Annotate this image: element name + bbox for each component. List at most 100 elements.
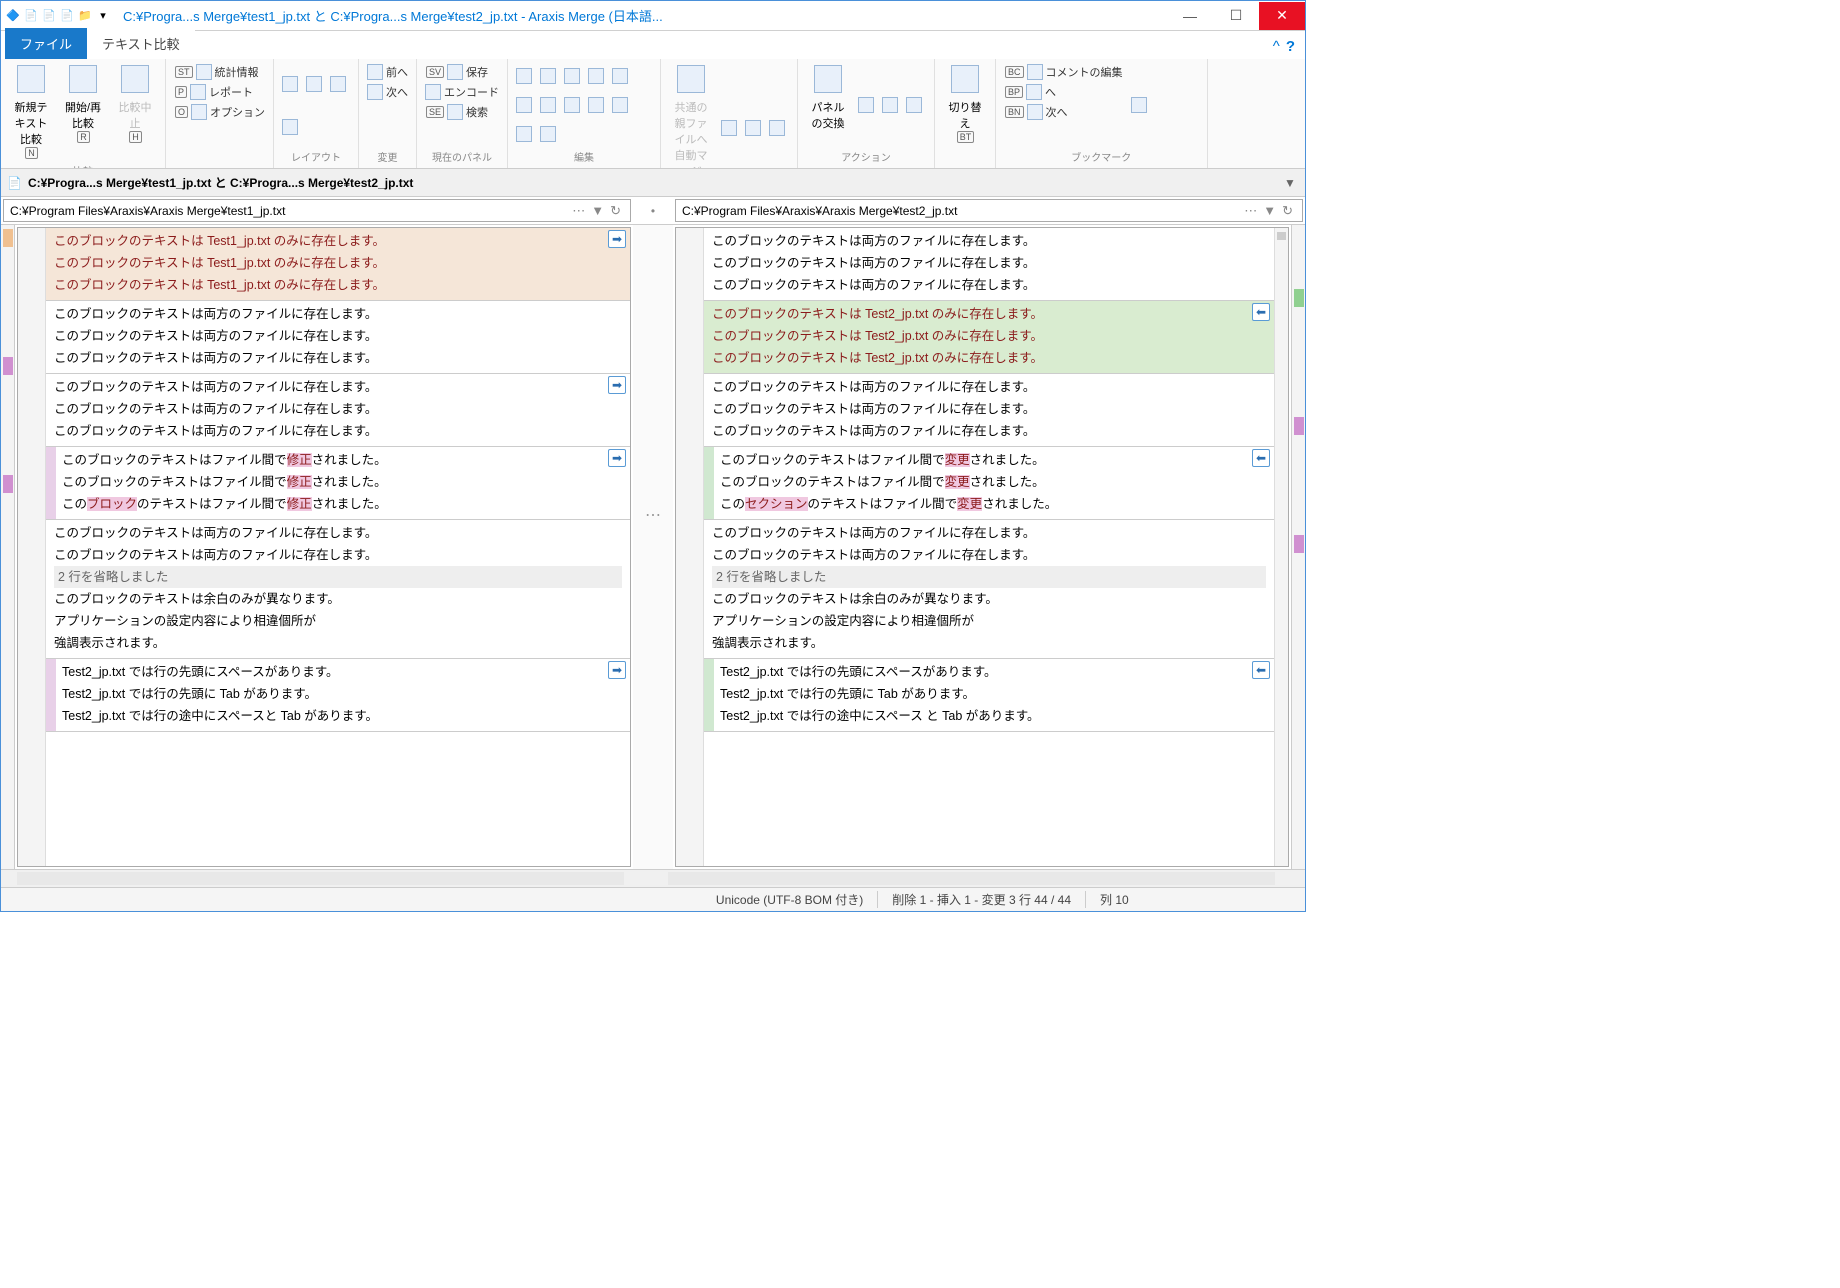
ribbon-item[interactable]: BN次へ [1002,103,1125,121]
left-more-icon[interactable]: ⋯ [569,203,588,219]
diff-line: このブロックのテキストは Test2_jp.txt のみに存在します。 [712,347,1266,369]
doc-tab-dropdown[interactable]: ▼ [1281,176,1299,190]
diff-block[interactable]: Test2_jp.txt では行の先頭にスペースがあります。Test2_jp.t… [46,659,630,732]
ribbon-icon[interactable] [610,63,632,90]
ribbon-item[interactable]: SV保存 [423,63,501,81]
ribbon-icon[interactable] [743,63,765,169]
ribbon-icon[interactable] [538,120,560,147]
ribbon-icon[interactable] [538,92,560,119]
ribbon-icon[interactable] [767,63,789,169]
ribbon-icon[interactable] [904,63,926,147]
ribbon-button[interactable]: 切り替えBT [941,63,989,162]
document-tab-title[interactable]: C:¥Progra...s Merge¥test1_jp.txt と C:¥Pr… [28,174,413,191]
ribbon-icon[interactable] [514,120,536,147]
ribbon-icon[interactable] [586,92,608,119]
ribbon-button[interactable]: 新規テキスト比較N [7,63,55,161]
ribbon-button[interactable]: パネルの交換 [804,63,852,147]
ribbon-icon[interactable] [562,92,584,119]
ribbon-icon[interactable] [538,63,560,90]
diff-line: このブロックのテキストはファイル間で修正されました。 [62,471,622,493]
qat-icon[interactable]: 🔷 [5,8,21,24]
merge-arrow-button[interactable]: ⬅ [1252,303,1270,321]
qat-new-icon[interactable]: 📄 [23,8,39,24]
ribbon-icon[interactable] [514,63,536,90]
ribbon-icon[interactable] [586,63,608,90]
qat-dropdown-icon[interactable]: ▾ [95,8,111,24]
ribbon-item[interactable]: 前へ [365,63,410,81]
omitted-lines[interactable]: 2 行を省略しました [712,566,1266,588]
diff-block[interactable]: このブロックのテキストは Test2_jp.txt のみに存在します。このブロッ… [704,301,1274,374]
ribbon-item[interactable]: SE検索 [423,103,501,121]
ribbon-icon[interactable] [304,63,326,104]
maximize-button[interactable]: ☐ [1213,2,1259,30]
center-ellipsis-icon[interactable]: ⋯ [645,505,661,525]
h-scroll[interactable] [1,869,1305,887]
diff-block[interactable]: Test2_jp.txt では行の先頭にスペースがあります。 Test2_jp.… [704,659,1274,732]
ribbon-item[interactable]: エンコード [423,83,501,101]
qat-folder-icon[interactable]: 📁 [77,8,93,24]
ribbon-group-label [172,162,267,164]
diff-block[interactable]: このブロックのテキストは両方のファイルに存在します。このブロックのテキストは両方… [46,374,630,447]
ribbon-icon[interactable] [328,63,350,104]
tab-text-compare[interactable]: テキスト比較 [87,28,195,59]
ribbon-icon[interactable] [1129,63,1151,147]
right-text[interactable]: このブロックのテキストは両方のファイルに存在します。このブロックのテキストは両方… [704,228,1274,866]
ribbon-icon[interactable] [719,63,741,169]
merge-arrow-button[interactable]: ⬅ [1252,661,1270,679]
merge-arrow-button[interactable]: ➡ [608,449,626,467]
diff-block[interactable]: このブロックのテキストはファイル間で変更されました。このブロックのテキストはファ… [704,447,1274,520]
ribbon-icon[interactable] [880,63,902,147]
right-file-header: C:¥Program Files¥Araxis¥Araxis Merge¥tes… [675,199,1303,222]
minimize-button[interactable]: — [1167,2,1213,30]
diff-block[interactable]: このブロックのテキストは両方のファイルに存在します。このブロックのテキストは両方… [704,228,1274,301]
ribbon-item[interactable]: BCコメントの編集 [1002,63,1125,81]
diff-line: このブロックのテキストは両方のファイルに存在します。 [712,522,1266,544]
ribbon-item[interactable]: Pレポート [172,83,267,101]
ribbon-item[interactable]: BPへ [1002,83,1125,101]
diff-block[interactable]: このブロックのテキストはファイル間で修正されました。このブロックのテキストはファ… [46,447,630,520]
ribbon-icon[interactable] [280,63,302,104]
ribbon-icon[interactable] [856,63,878,147]
ribbon-icon[interactable] [610,92,632,119]
ribbon-item[interactable]: 次へ [365,83,410,101]
diff-block[interactable]: このブロックのテキストは両方のファイルに存在します。このブロックのテキストは両方… [704,374,1274,447]
qat-new3-icon[interactable]: 📄 [59,8,75,24]
diff-block[interactable]: このブロックのテキストは Test1_jp.txt のみに存在します。このブロッ… [46,228,630,301]
right-more-icon[interactable]: ⋯ [1241,203,1260,219]
left-dropdown-icon[interactable]: ▼ [588,203,607,218]
right-history-icon[interactable]: ↻ [1279,203,1296,219]
merge-arrow-button[interactable]: ➡ [608,661,626,679]
left-file-path[interactable]: C:¥Program Files¥Araxis¥Araxis Merge¥tes… [10,204,569,218]
merge-arrow-button[interactable]: ➡ [608,230,626,248]
left-text[interactable]: このブロックのテキストは Test1_jp.txt のみに存在します。このブロッ… [46,228,630,866]
left-history-icon[interactable]: ↻ [607,203,624,219]
merge-arrow-button[interactable]: ⬅ [1252,449,1270,467]
left-overview-strip[interactable] [1,225,15,869]
merge-arrow-button[interactable]: ➡ [608,376,626,394]
help-icon[interactable]: ? [1286,38,1295,55]
window-title: C:¥Progra...s Merge¥test1_jp.txt と C:¥Pr… [115,6,1167,25]
right-dropdown-icon[interactable]: ▼ [1260,203,1279,218]
left-pane: このブロックのテキストは Test1_jp.txt のみに存在します。このブロッ… [17,227,631,867]
omitted-lines[interactable]: 2 行を省略しました [54,566,622,588]
diff-block[interactable]: このブロックのテキストは両方のファイルに存在します。このブロックのテキストは両方… [704,520,1274,659]
status-encoding: Unicode (UTF-8 BOM 付き) [1,891,877,908]
right-file-path[interactable]: C:¥Program Files¥Araxis¥Araxis Merge¥tes… [682,204,1241,218]
right-overview-strip[interactable] [1291,225,1305,869]
ribbon-icon[interactable] [280,106,302,147]
diff-line: このブロックのテキストは両方のファイルに存在します。 [54,398,622,420]
diff-block[interactable]: このブロックのテキストは両方のファイルに存在します。このブロックのテキストは両方… [46,520,630,659]
ribbon-icon[interactable] [514,92,536,119]
ribbon-icon[interactable] [562,63,584,90]
right-scrollbar[interactable] [1274,228,1288,866]
ribbon-collapse[interactable]: ^? [1263,34,1305,59]
tab-file[interactable]: ファイル [5,28,87,59]
ribbon-item[interactable]: ST統計情報 [172,63,267,81]
diff-block[interactable]: このブロックのテキストは両方のファイルに存在します。このブロックのテキストは両方… [46,301,630,374]
ribbon-button[interactable]: 開始/再比較R [59,63,107,161]
ribbon-item[interactable]: Oオプション [172,103,267,121]
ribbon-group-label: アクション [804,147,928,164]
qat-new2-icon[interactable]: 📄 [41,8,57,24]
close-button[interactable]: ✕ [1259,2,1305,30]
diff-line: このブロックのテキストは両方のファイルに存在します。 [54,420,622,442]
